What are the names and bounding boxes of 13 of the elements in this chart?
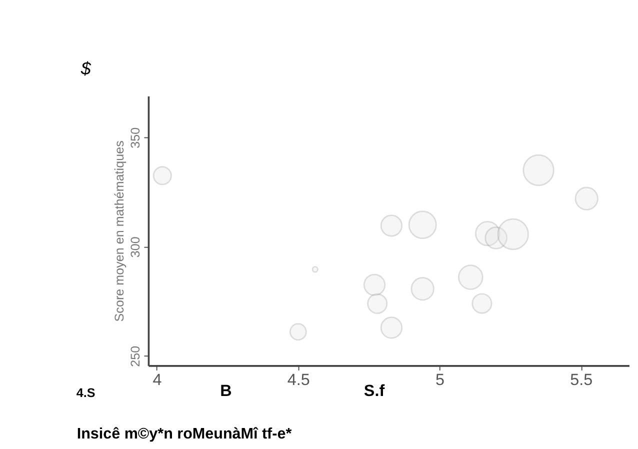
y-tick-label: 250 [128, 346, 143, 367]
y-axis-title: Score moyen en mathématiques [112, 140, 127, 322]
x-axis-title: Insicê m©y*n roMeunàMî tf-e* [76, 426, 292, 443]
x-tick-label: 5.5 [570, 370, 593, 389]
y-tick-label: 300 [128, 236, 143, 258]
y-tick-label: 350 [128, 127, 143, 148]
text: B [220, 382, 232, 400]
text: $ [80, 58, 92, 78]
x-tick-label: 4 [152, 370, 162, 389]
text: 4.S [76, 386, 96, 400]
x-tick-label: 4.5 [287, 370, 310, 389]
text: S.f [364, 382, 386, 400]
x-tick-label: 5 [435, 370, 444, 389]
